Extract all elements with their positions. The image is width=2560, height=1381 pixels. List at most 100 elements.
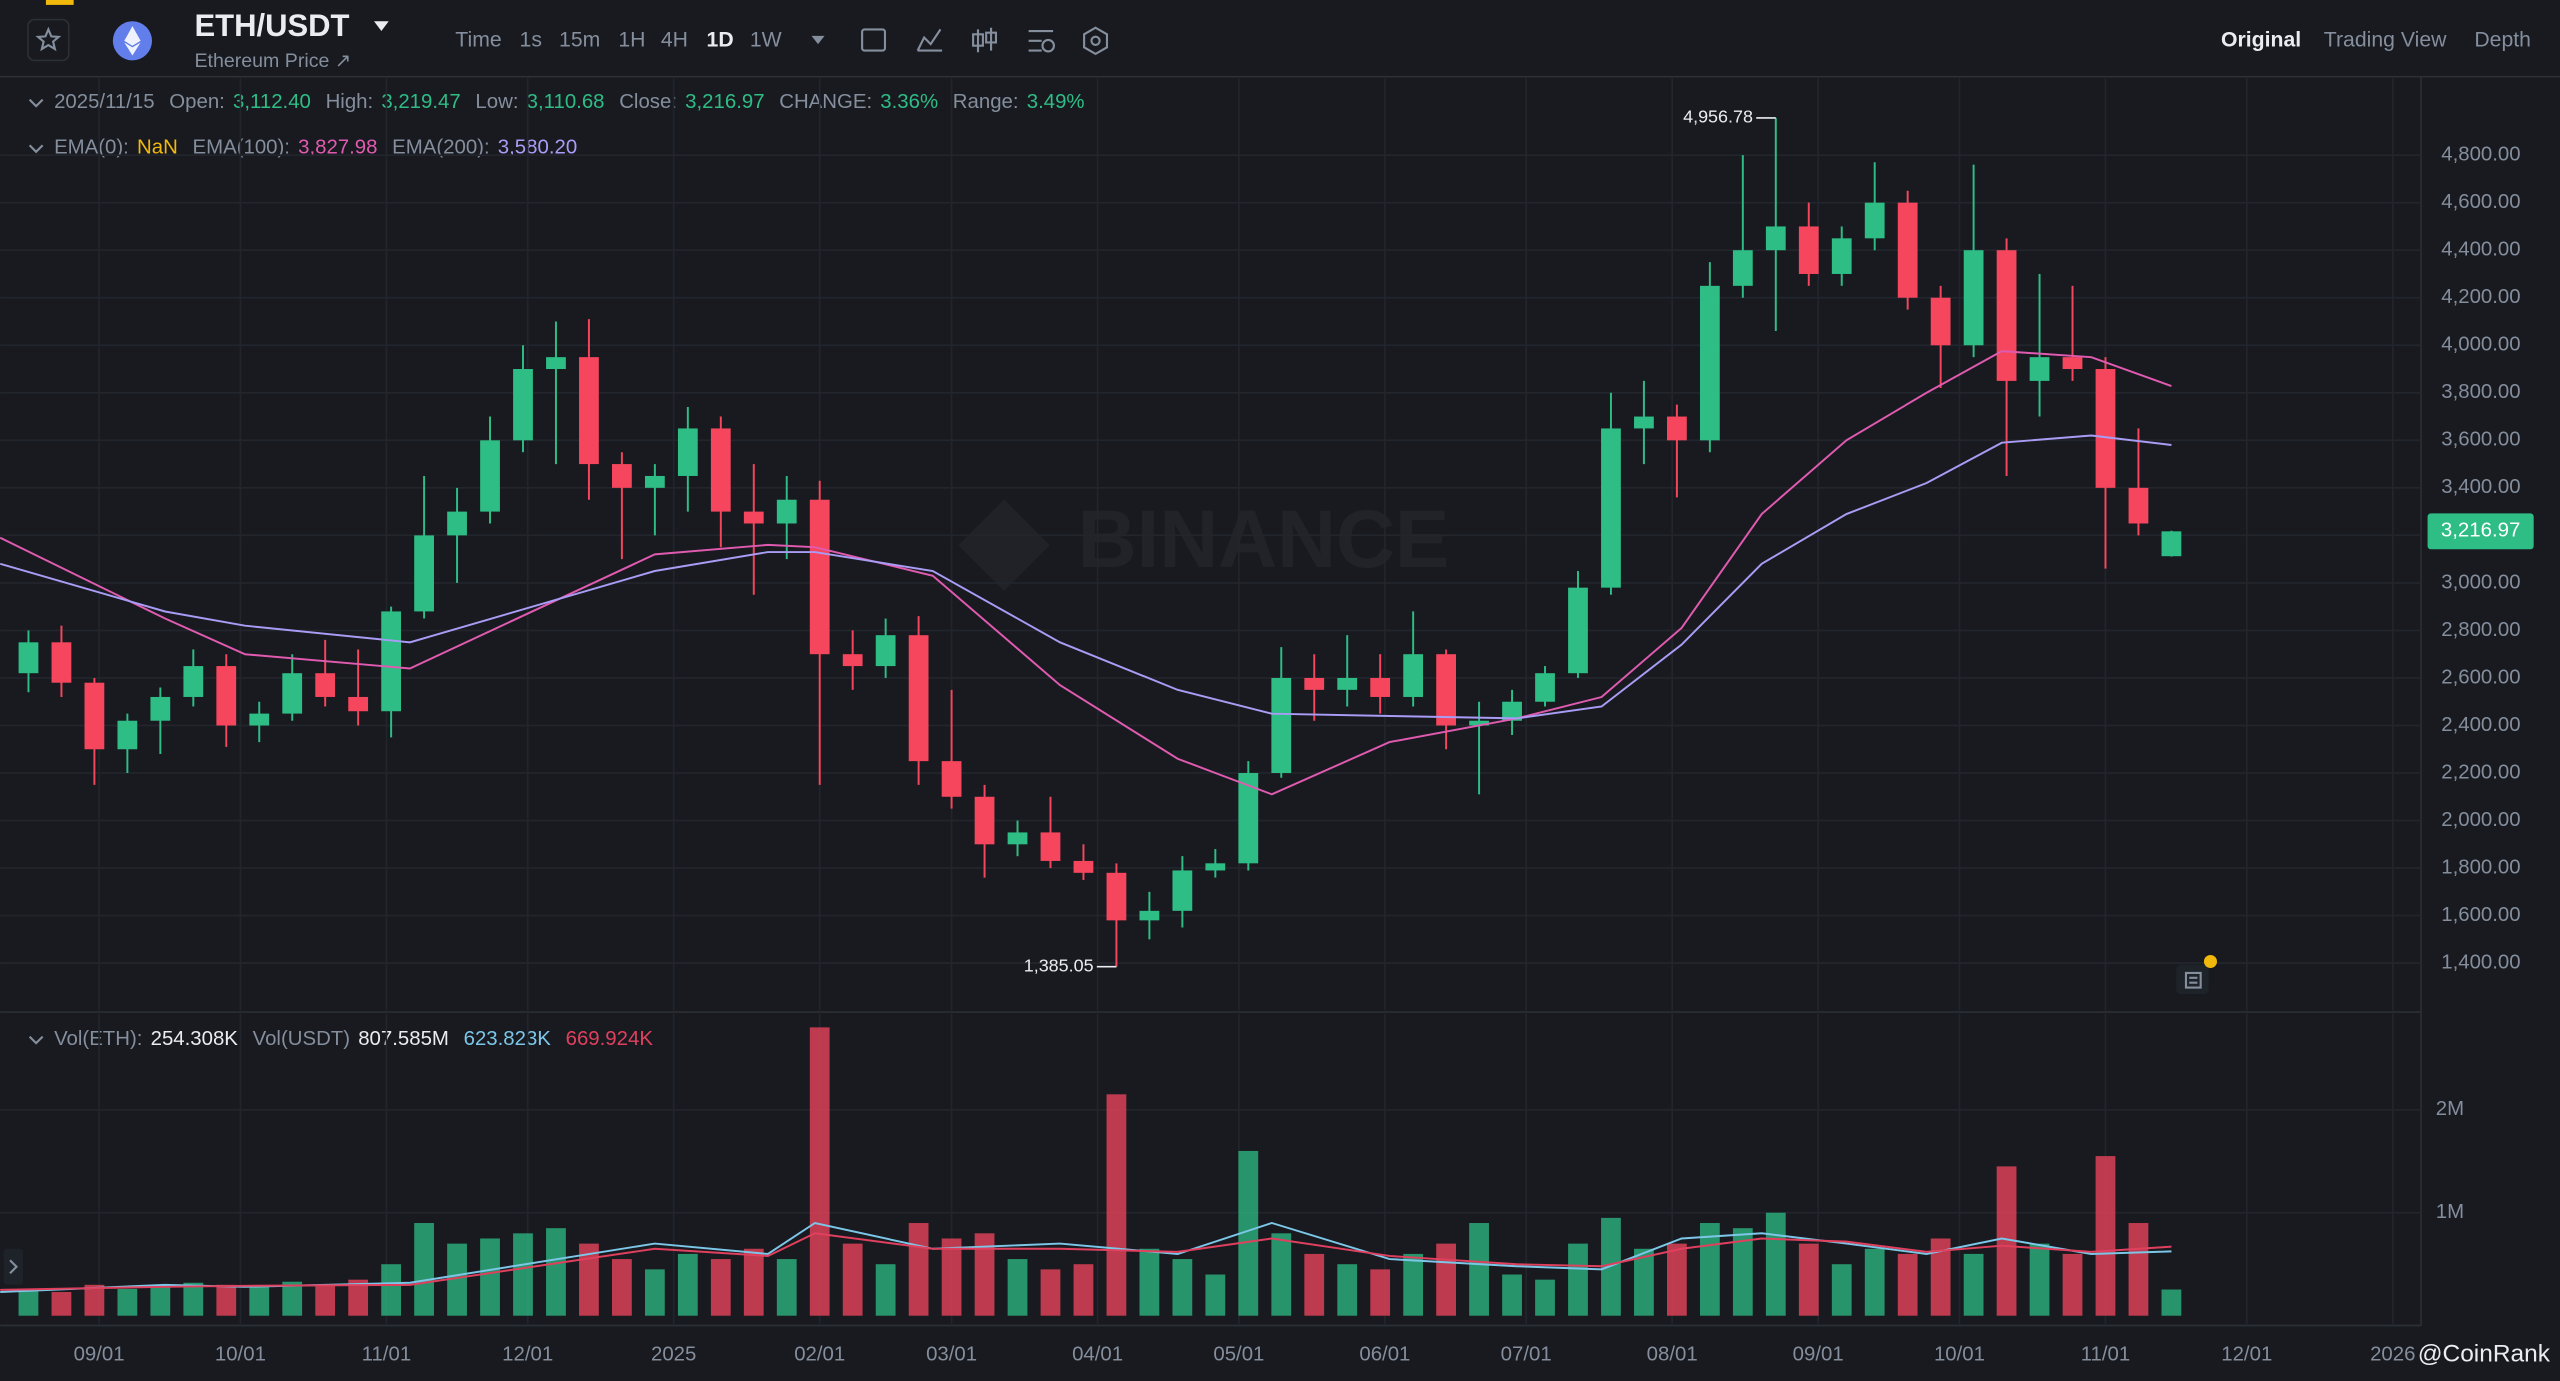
timeframe-button[interactable]: 1W xyxy=(750,28,782,51)
x-tick-label: 04/01 xyxy=(1072,1343,1123,1365)
volume-bar xyxy=(875,1264,896,1316)
y-tick-label: 2,600.00 xyxy=(2441,666,2520,688)
volume-bar xyxy=(1139,1248,1160,1316)
collapse-chevron[interactable] xyxy=(28,1035,44,1045)
y-tick-label: 3,000.00 xyxy=(2441,571,2520,593)
x-tick-label: 12/01 xyxy=(2221,1343,2272,1365)
collapse-chevron[interactable] xyxy=(28,98,44,108)
y-tick-label: 4,400.00 xyxy=(2441,239,2520,261)
volume-bar xyxy=(546,1228,566,1316)
side-toggle-arrow xyxy=(9,1259,19,1275)
candle-body xyxy=(1831,238,1852,274)
candle-body xyxy=(710,428,731,512)
volume-bar xyxy=(1601,1217,1621,1316)
x-tick-label: 03/01 xyxy=(926,1343,977,1365)
line xyxy=(0,1232,2172,1291)
notes-button[interactable] xyxy=(2176,964,2209,995)
candle-body xyxy=(1205,863,1226,871)
candle-body xyxy=(150,696,171,721)
volume-bar xyxy=(1732,1228,1753,1316)
volume-bar xyxy=(1634,1248,1654,1316)
timeframe-button[interactable]: 1s xyxy=(520,28,542,51)
candle-body xyxy=(513,369,533,441)
candle-body xyxy=(1172,870,1193,911)
volume-bar xyxy=(1765,1212,1786,1316)
pair-title[interactable]: ETH/USDT xyxy=(194,8,349,43)
volume-bar xyxy=(447,1243,467,1316)
x-tick-label: 09/01 xyxy=(1793,1343,1844,1365)
legend-label: Close: xyxy=(619,91,677,113)
volume-bar xyxy=(743,1248,764,1316)
timeframe-button[interactable]: Time xyxy=(455,28,501,51)
pair-dropdown[interactable] xyxy=(374,21,389,32)
candle-body xyxy=(2062,357,2083,370)
view-tab[interactable]: Depth xyxy=(2474,28,2531,51)
legend-label: EMA(100): xyxy=(193,137,290,159)
candle-body xyxy=(249,713,270,726)
candle-body xyxy=(974,796,995,845)
legend-label: Open: xyxy=(169,91,225,113)
view-tabs: Original Trading View Depth xyxy=(2221,28,2531,51)
x-tick-label: 07/01 xyxy=(1501,1343,1552,1365)
candle-body xyxy=(348,696,369,712)
candle-body xyxy=(1106,872,1127,921)
legend-value: 3,580.20 xyxy=(498,137,577,159)
volume-bar xyxy=(710,1259,731,1316)
volume-bar xyxy=(2095,1156,2116,1316)
volume-bar xyxy=(2128,1223,2149,1316)
legend-value: 3,827.98 xyxy=(298,137,377,159)
settings-icon[interactable] xyxy=(1028,29,1054,52)
last-price-tag xyxy=(2427,513,2534,550)
chart-type-icon[interactable] xyxy=(972,27,998,53)
view-tab[interactable]: Original xyxy=(2221,28,2301,51)
timeframe-button[interactable]: 1H xyxy=(618,28,645,51)
candle-body xyxy=(908,635,929,762)
legend-value: 3.49% xyxy=(1027,91,1085,113)
side-toggle[interactable] xyxy=(3,1248,24,1285)
x-tick-label: 12/01 xyxy=(502,1343,553,1365)
timeframe-button[interactable]: 1D xyxy=(707,28,734,51)
candle-body xyxy=(1732,250,1753,286)
volume-bar xyxy=(249,1286,270,1316)
y-tick-label: 4,200.00 xyxy=(2441,286,2520,308)
volume-bar xyxy=(1304,1253,1325,1316)
volume-bar xyxy=(1007,1259,1028,1316)
candle-body xyxy=(1403,654,1424,697)
y-tick-label: 2,000.00 xyxy=(2441,809,2520,831)
candle-body xyxy=(1996,250,2017,381)
timeframes: Time 1s 15m 1H 4H 1D 1W xyxy=(455,28,781,51)
legend-date: 2025/11/15 xyxy=(54,91,155,113)
last-price-label: 3,216.97 xyxy=(2441,520,2520,542)
pair-subtitle[interactable]: Ethereum Price ↗ xyxy=(194,50,351,72)
view-tab[interactable]: Trading View xyxy=(2324,28,2447,51)
y-tick-label: 2M xyxy=(2436,1098,2464,1120)
hex-icon[interactable] xyxy=(1083,26,1109,56)
volume-bar xyxy=(1403,1253,1424,1316)
timeframe-button[interactable]: 4H xyxy=(661,28,688,51)
candle-body xyxy=(1634,416,1654,429)
candle-body xyxy=(1930,297,1951,346)
candle-body xyxy=(1040,832,1061,861)
calendar-icon[interactable] xyxy=(861,28,887,52)
timeframe-dropdown[interactable] xyxy=(811,35,825,45)
volume-bar xyxy=(612,1259,632,1316)
volume-bar xyxy=(84,1284,105,1316)
candle-body xyxy=(51,642,72,683)
candle-body xyxy=(1337,677,1358,690)
star-icon xyxy=(35,26,62,52)
timeframe-button[interactable]: 15m xyxy=(559,28,600,51)
x-tick-label: 10/01 xyxy=(215,1343,266,1365)
volume-bar xyxy=(183,1282,204,1316)
collapse-chevron[interactable] xyxy=(28,144,44,154)
y-tick-label: 2,400.00 xyxy=(2441,714,2520,736)
volume-bar xyxy=(842,1243,863,1316)
candle-body xyxy=(1535,673,1555,702)
volume-bar xyxy=(677,1253,698,1316)
volume-bar xyxy=(282,1281,303,1316)
indicator-icon[interactable] xyxy=(916,28,943,52)
legend-value: 3,112.40 xyxy=(233,91,311,113)
x-tick-label: 09/01 xyxy=(74,1343,125,1365)
candle-body xyxy=(381,611,402,712)
favorite-button[interactable] xyxy=(27,18,70,62)
